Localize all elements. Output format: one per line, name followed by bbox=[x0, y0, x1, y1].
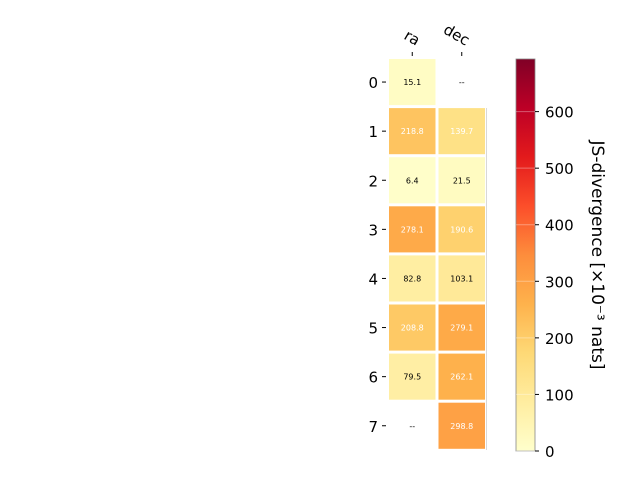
cell-value-label: -- bbox=[409, 422, 415, 431]
colorbar-tick-label: 0 bbox=[545, 443, 555, 461]
row-tick-label: 4 bbox=[368, 270, 378, 288]
heatmap-cell-7-dec bbox=[438, 402, 485, 449]
colorbar-label: JS-divergence [×10⁻³ nats] bbox=[587, 140, 607, 370]
colorbar-tick-label: 200 bbox=[545, 330, 574, 348]
cell-value-label: 82.8 bbox=[403, 274, 421, 283]
column-tick-labels: ra dec bbox=[401, 20, 473, 56]
colorbar-ticks: 0 100 200 300 400 500 600 bbox=[516, 104, 574, 461]
heatmap-cell-5-dec bbox=[438, 304, 485, 351]
column-tick-label: dec bbox=[440, 20, 472, 49]
colorbar-tick-label: 500 bbox=[545, 160, 574, 178]
cell-value-label: 139.7 bbox=[450, 127, 473, 136]
colorbar-tick-label: 600 bbox=[545, 104, 574, 122]
heatmap-cell-4-ra bbox=[389, 255, 436, 302]
row-tick-label: 2 bbox=[368, 172, 378, 190]
row-tick-label: 5 bbox=[368, 320, 378, 338]
row-tick-labels: 0 1 2 3 4 5 6 7 bbox=[368, 74, 386, 436]
cell-value-label: 298.8 bbox=[450, 422, 473, 431]
heatmap-cell-5-ra bbox=[389, 304, 436, 351]
heatmap-cell-2-ra bbox=[389, 157, 436, 204]
cell-value-label: 279.1 bbox=[450, 324, 473, 333]
cell-value-label: 103.1 bbox=[450, 274, 473, 283]
cell-value-label: 278.1 bbox=[401, 225, 424, 234]
cell-value-label: 15.1 bbox=[403, 78, 421, 87]
cell-value-label: 208.8 bbox=[401, 324, 424, 333]
heatmap-cell-0-ra bbox=[389, 59, 436, 106]
heatmap-cell-2-dec bbox=[438, 157, 485, 204]
cell-value-label: -- bbox=[459, 78, 465, 87]
heatmap-cell-6-dec bbox=[438, 353, 485, 400]
colorbar-gradient bbox=[515, 58, 536, 452]
cell-value-label: 218.8 bbox=[401, 127, 424, 136]
colorbar-tick-label: 400 bbox=[545, 217, 574, 235]
heatmap-cell-6-ra bbox=[389, 353, 436, 400]
cell-value-label: 262.1 bbox=[450, 373, 473, 382]
heatmap-cell-1-dec bbox=[438, 108, 485, 155]
colorbar: 0 100 200 300 400 500 600 JS-divergence [×10⁻³… bbox=[515, 58, 607, 461]
cell-value-label: 6.4 bbox=[406, 176, 419, 185]
colorbar-tick-label: 300 bbox=[545, 273, 574, 291]
heatmap-cell-3-ra bbox=[389, 206, 436, 253]
cell-value-label: 79.5 bbox=[403, 373, 421, 382]
heatmap-cell-1-ra bbox=[389, 108, 436, 155]
cell-value-label: 21.5 bbox=[453, 176, 471, 185]
row-tick-label: 6 bbox=[368, 369, 378, 387]
row-tick-label: 3 bbox=[368, 221, 378, 239]
row-tick-label: 7 bbox=[368, 418, 378, 436]
row-tick-label: 0 bbox=[368, 74, 378, 92]
cell-value-label: 190.6 bbox=[450, 225, 473, 234]
heatmap-cell-4-dec bbox=[438, 255, 485, 302]
column-tick-label: ra bbox=[401, 26, 423, 49]
row-tick-label: 1 bbox=[368, 123, 378, 141]
heatmap-cell-3-dec bbox=[438, 206, 485, 253]
heatmap-cells: 15.1 -- 218.8 139.7 6.4 21.5 278.1 190.6 82.8 103… bbox=[389, 59, 487, 450]
colorbar-tick-label: 100 bbox=[545, 386, 574, 404]
